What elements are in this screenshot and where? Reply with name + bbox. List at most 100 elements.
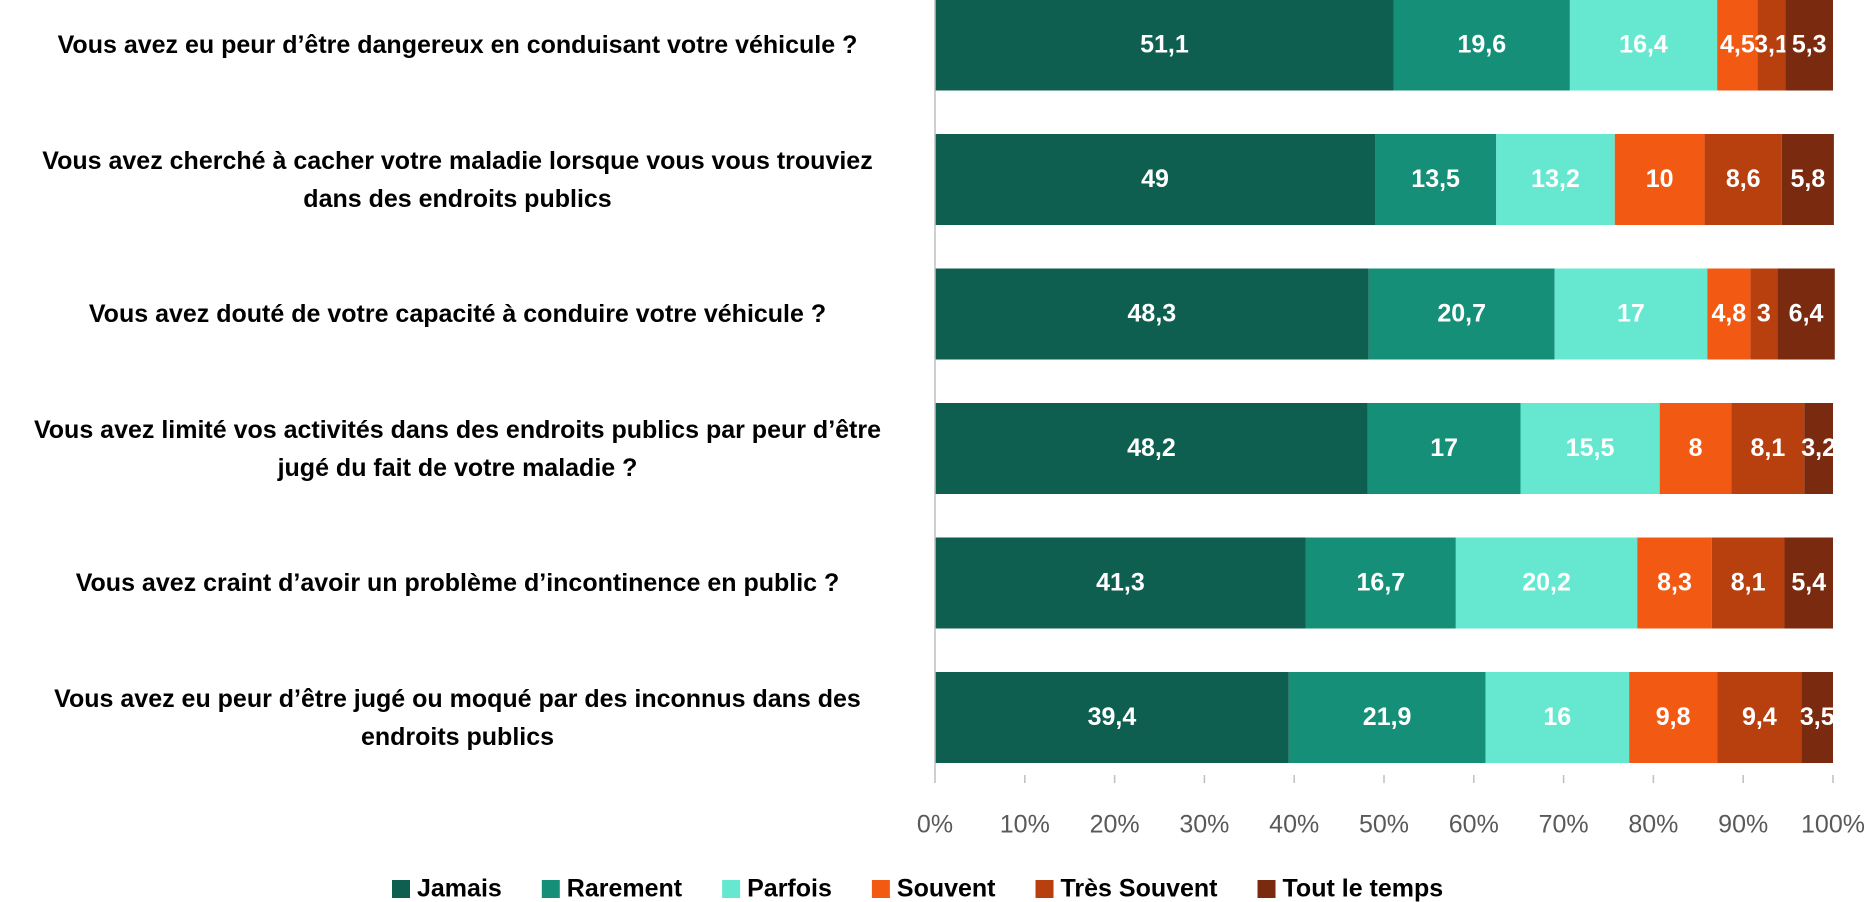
bar-segment [1368,268,1555,360]
bar-segment [1305,537,1456,629]
bar-segment [1707,268,1751,360]
value-label: 6,4 [1789,300,1824,328]
bar-segment [1629,672,1718,763]
bar-segment [1520,403,1660,494]
bar-segment [1367,403,1521,494]
bar-segment [1496,134,1615,225]
value-label: 49 [1141,165,1169,193]
legend-label: Rarement [567,875,683,902]
category-label: Vous avez craint d’avoir un problème d’i… [75,569,840,597]
bar-segment [1750,268,1778,360]
legend-label: Très Souvent [1061,875,1219,902]
legend-swatch [541,880,560,898]
bar-segment [935,134,1376,225]
x-tick-label: 90% [1718,811,1768,839]
value-label: 8,1 [1731,569,1766,597]
bar-segment [935,403,1368,494]
value-label: 17 [1617,300,1645,328]
value-label: 4,8 [1711,300,1746,328]
value-label: 3,1 [1754,31,1789,59]
value-label: 8,1 [1751,434,1786,462]
category-label: Vous avez eu peur d’être jugé ou moqué p… [54,684,861,751]
value-label: 16,7 [1357,569,1406,597]
bar-segment [1704,134,1782,225]
x-tick-label: 20% [1090,811,1140,839]
legend-label: Souvent [897,875,996,902]
value-label: 3,5 [1800,703,1835,731]
bar-segment [1801,672,1833,763]
bar-segment [1777,268,1835,360]
value-label: 19,6 [1458,31,1507,59]
value-label: 20,7 [1437,300,1486,328]
value-label: 9,8 [1656,703,1691,731]
bar-segment [1455,537,1638,629]
bar-segment [1717,0,1758,91]
value-label: 9,4 [1742,703,1777,731]
bar-segment [1288,672,1486,763]
bar-segment [1784,537,1833,629]
bar-segment [1375,134,1497,225]
bar-segment [935,268,1369,360]
value-label: 5,4 [1791,569,1826,597]
x-tick-label: 30% [1179,811,1229,839]
value-label: 20,2 [1522,569,1571,597]
x-tick-label: 60% [1449,811,1499,839]
value-label: 5,3 [1792,31,1827,59]
x-tick-label: 50% [1359,811,1409,839]
bar-segment [935,672,1289,763]
x-tick-label: 40% [1269,811,1319,839]
bar-segment [1785,0,1833,91]
bar-segment [1781,134,1834,225]
value-label: 17 [1430,434,1458,462]
category-label: Vous avez limité vos activités dans des … [33,415,882,482]
x-tick-label: 100% [1801,811,1865,839]
legend-swatch [392,880,410,898]
x-tick-label: 70% [1539,811,1589,839]
value-label: 16,4 [1619,31,1668,59]
value-label: 10 [1646,165,1674,193]
bar-segment [1659,403,1732,494]
value-label: 48,2 [1127,434,1176,462]
legend-swatch [1257,880,1276,898]
bar-segment [1717,672,1802,763]
bar-segment [1485,672,1630,763]
category-label: Vous avez douté de votre capacité à cond… [88,300,827,328]
legend-swatch [722,880,741,898]
x-tick-label: 10% [1000,811,1050,839]
value-label: 13,5 [1411,165,1460,193]
bar-segment [1614,134,1705,225]
category-label: Vous avez cherché à cacher votre maladie… [42,146,873,213]
bar-segment [1731,403,1805,494]
legend-label: Tout le temps [1283,875,1444,902]
bar-segment [1757,0,1786,91]
legend-swatch [1035,880,1054,898]
value-label: 3 [1757,300,1771,328]
bar-segment [1804,403,1833,494]
bar-segment [935,0,1394,91]
legend-swatch [871,880,890,898]
value-label: 13,2 [1531,165,1580,193]
legend-label: Parfois [747,875,832,902]
bar-segment [1637,537,1712,629]
legend-label: Jamais [417,875,502,902]
value-label: 8,6 [1726,165,1761,193]
value-label: 41,3 [1096,569,1145,597]
x-tick-label: 0% [917,811,953,839]
value-label: 8 [1689,434,1703,462]
category-label: Vous avez eu peur d’être dangereux en co… [57,31,858,59]
value-label: 48,3 [1128,300,1177,328]
x-tick-label: 80% [1628,811,1678,839]
bar-segment [1393,0,1570,91]
value-label: 51,1 [1140,31,1189,59]
bar-segment [1554,268,1708,360]
value-label: 4,5 [1720,31,1755,59]
bar-segment [935,537,1306,629]
bar-segment [1711,537,1785,629]
value-label: 15,5 [1566,434,1615,462]
value-label: 16 [1543,703,1571,731]
value-label: 8,3 [1657,569,1692,597]
value-label: 21,9 [1363,703,1412,731]
value-label: 3,2 [1801,434,1836,462]
